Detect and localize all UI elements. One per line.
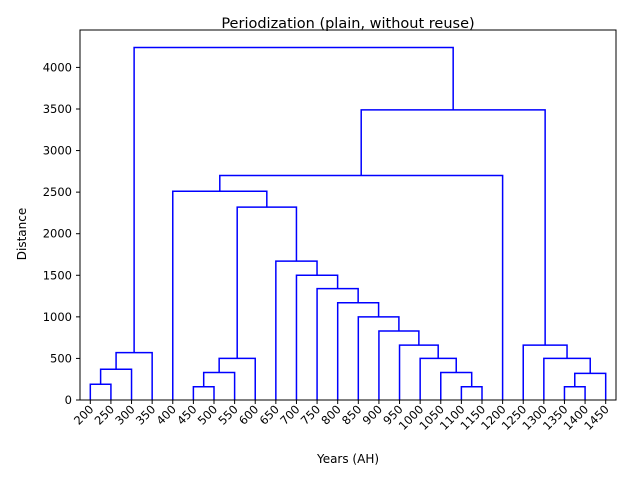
y-tick-label: 1000 (43, 310, 72, 324)
y-tick-label: 3000 (43, 144, 72, 158)
dendrogram-link (440, 371, 473, 400)
dendrogram-link (357, 316, 400, 400)
dendrogram-link (460, 385, 483, 400)
dendrogram-link (218, 357, 256, 400)
y-tick-label: 4000 (43, 60, 72, 74)
dendrogram-link (563, 385, 586, 400)
dendrogram-link (219, 174, 504, 400)
dendrogram-link (192, 385, 215, 400)
chart-title: Periodization (plain, without reuse) (221, 16, 474, 32)
dendrogram-link (378, 330, 420, 400)
y-axis-label: Distance (15, 208, 29, 260)
y-axis-ticks: 0 500 1000 1500 2000 2500 3000 3500 4000 (43, 60, 80, 407)
plot-frame (79, 29, 617, 401)
y-tick-label: 500 (50, 351, 72, 365)
dendrogram-link (295, 274, 339, 400)
dendrogram-link (202, 371, 236, 400)
y-tick-label: 1500 (43, 268, 72, 282)
dendrogram-link (522, 344, 568, 400)
dendrogram-link (419, 357, 457, 400)
dendrogram-links (89, 46, 607, 400)
x-axis-label: Years (AH) (316, 452, 379, 466)
y-tick-label: 0 (65, 393, 72, 407)
dendrogram-link (543, 357, 591, 400)
y-tick-label: 3500 (43, 102, 72, 116)
dendrogram-link (99, 368, 133, 400)
dendrogram-link (398, 344, 439, 400)
y-tick-label: 2500 (43, 185, 72, 199)
dendrogram-link (115, 351, 153, 400)
dendrogram-link (133, 46, 454, 353)
y-tick-label: 2000 (43, 227, 72, 241)
